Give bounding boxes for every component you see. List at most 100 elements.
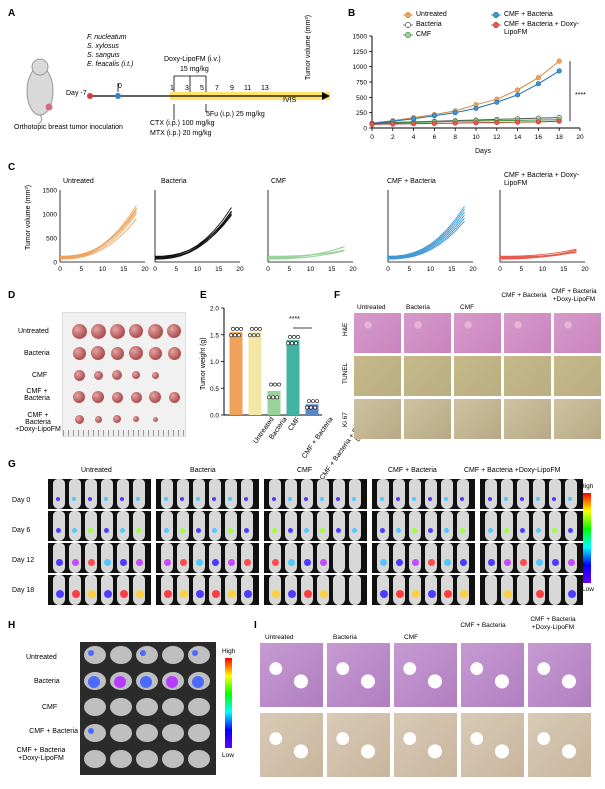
mouse-image <box>117 479 129 509</box>
bioluminescence-signal <box>272 559 279 566</box>
c-curve <box>59 218 137 260</box>
lung-sample <box>84 646 106 664</box>
mouse-image <box>485 511 497 541</box>
f-grid <box>354 313 604 443</box>
bioluminescence-signal <box>288 528 294 534</box>
mouse-image <box>333 479 345 509</box>
mouse-image <box>69 543 81 573</box>
c-curve <box>267 250 345 257</box>
bioluminescence-signal <box>56 528 62 534</box>
mouse-image <box>225 479 237 509</box>
tumor-sample <box>93 370 103 380</box>
tumor-sample <box>148 346 162 360</box>
bioluminescence-signal <box>504 528 510 534</box>
bacteria-2: S. xylosus <box>87 43 119 50</box>
mouse-image <box>85 479 97 509</box>
mouse-image <box>193 511 205 541</box>
c-title-1: Untreated <box>63 178 94 185</box>
c-xtick-label: 20 <box>469 266 477 273</box>
bioluminescence-signal <box>288 497 292 501</box>
mouse-image <box>269 511 281 541</box>
ivis-image <box>48 511 151 541</box>
tumor-sample <box>149 391 161 403</box>
mouse-image <box>565 511 577 541</box>
tumor-sample <box>73 369 85 381</box>
bioluminescence-signal <box>212 528 218 534</box>
bioluminescence-signal <box>320 590 329 599</box>
c-xtick-label: 15 <box>215 266 223 273</box>
h-row-3: CMF <box>42 704 58 711</box>
mouse-image <box>501 543 513 573</box>
bioluminescence-signal <box>536 528 542 534</box>
lung-signal <box>140 650 146 656</box>
bioluminescence-signal <box>272 528 278 534</box>
ivis-image <box>48 575 151 605</box>
bioluminescence-signal <box>272 497 276 501</box>
e-point <box>269 382 273 387</box>
ivis-image <box>48 543 151 573</box>
c-title-5: CMF + Bacteria + Doxy-LipoFM <box>504 172 580 187</box>
tumor-sample <box>111 391 123 403</box>
d-row-3: CMF <box>32 372 48 379</box>
bioluminescence-signal <box>380 528 386 534</box>
5fu-label: 5Fu (i.p.) 25 mg/kg <box>206 111 265 118</box>
b-ytick-label: 750 <box>356 80 367 87</box>
b-legend-marker <box>405 32 411 38</box>
bioluminescence-signal <box>428 590 437 599</box>
c-curve <box>154 213 232 257</box>
lung-signal <box>88 728 94 734</box>
b-xtick-label: 6 <box>433 134 437 141</box>
h-colorbar <box>225 658 232 748</box>
c-curve <box>387 209 465 258</box>
day-0: 0 <box>118 83 122 90</box>
e-point <box>237 333 241 338</box>
mouse-image <box>457 543 469 573</box>
b-xtick-label: 12 <box>493 134 501 141</box>
b-legend-marker <box>493 22 499 28</box>
mouse-image <box>533 543 545 573</box>
bioluminescence-signal <box>72 559 79 566</box>
tumor-sample <box>129 346 143 360</box>
histology-tile <box>354 356 401 396</box>
bioluminescence-signal <box>196 559 203 566</box>
histology-tile <box>454 399 501 439</box>
c-ytick-label: 1000 <box>43 212 58 219</box>
individual-curves-chart: 0 500 1000 1500 0 5 10 15 20 0 5 10 15 20 0 5 10 15 20 0 5 10… <box>43 188 589 274</box>
sig-b: **** <box>575 92 586 99</box>
b-point <box>556 118 562 124</box>
mouse-image <box>549 575 561 605</box>
histology-tile <box>454 356 501 396</box>
legend-cmf-bacteria: CMF + Bacteria <box>504 11 553 18</box>
panel-i: I Untreated Bacteria CMF CMF + Bacteria … <box>250 616 605 789</box>
mouse-image <box>485 479 497 509</box>
mouse-image <box>517 479 529 509</box>
e-point <box>290 341 294 346</box>
tumor-volume-chart: 0 250 500 750 1000 1250 1500 0 2 4 6 8 10 12 14 16 18 20 <box>353 12 584 141</box>
c-xtick-label: 0 <box>266 266 270 273</box>
mouse-image <box>101 543 113 573</box>
c-xtick-label: 10 <box>194 266 202 273</box>
bioluminescence-signal <box>212 590 221 599</box>
b-xtick-label: 10 <box>472 134 480 141</box>
lung-sample <box>188 646 210 664</box>
e-point <box>288 334 292 339</box>
mouse-image <box>53 543 65 573</box>
tday-1: 1 <box>170 85 174 92</box>
bioluminescence-signal <box>552 559 559 566</box>
c-ytick-label: 500 <box>46 236 57 243</box>
legend-cmf: CMF <box>416 31 432 38</box>
bioluminescence-signal <box>444 497 448 501</box>
mouse-image <box>69 479 81 509</box>
mouse-image <box>317 479 329 509</box>
e-point <box>294 341 298 346</box>
mouse-image <box>333 543 345 573</box>
b-xtick-label: 20 <box>576 134 584 141</box>
b-point <box>452 120 458 126</box>
lung-sample <box>136 646 158 664</box>
e-point <box>250 326 254 331</box>
bacteria-list: F. nucleatum S. xylosus S. sanguis E. fe… <box>87 33 133 69</box>
c-xtick-label: 20 <box>141 266 149 273</box>
g-row-4: Day 18 <box>12 587 35 594</box>
f-row-1: H&E <box>342 322 349 336</box>
day-neg7: Day -7 <box>66 90 87 97</box>
